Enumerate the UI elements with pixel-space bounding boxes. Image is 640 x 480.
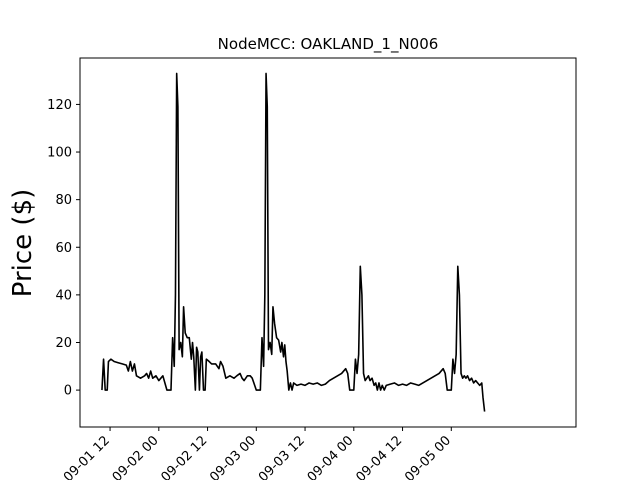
y-tick-label: 20: [55, 336, 72, 351]
y-tick-label: 60: [55, 241, 72, 256]
x-tick-label: 09-05 00: [402, 433, 454, 480]
x-tick-label: 09-02 00: [110, 433, 162, 480]
y-tick-label: 100: [47, 146, 72, 161]
y-axis-label: Price ($): [8, 189, 38, 298]
x-tick-label: 09-01 12: [61, 433, 113, 480]
x-tick-label: 09-04 12: [353, 433, 405, 480]
y-tick-label: 0: [64, 384, 72, 399]
chart-title: NodeMCC: OAKLAND_1_N006: [218, 35, 439, 54]
plot-frame: [79, 57, 577, 428]
plot-area: [101, 72, 486, 412]
x-tick-label: 09-04 00: [305, 433, 357, 480]
y-tick-label: 40: [55, 288, 72, 303]
x-tick-label: 09-03 12: [256, 433, 308, 480]
x-tick-label: 09-02 12: [158, 433, 210, 480]
y-tick-label: 120: [47, 98, 72, 113]
y-tick-label: 80: [55, 193, 72, 208]
price-series-line: [101, 72, 486, 412]
x-tick-label: 09-03 00: [207, 433, 259, 480]
